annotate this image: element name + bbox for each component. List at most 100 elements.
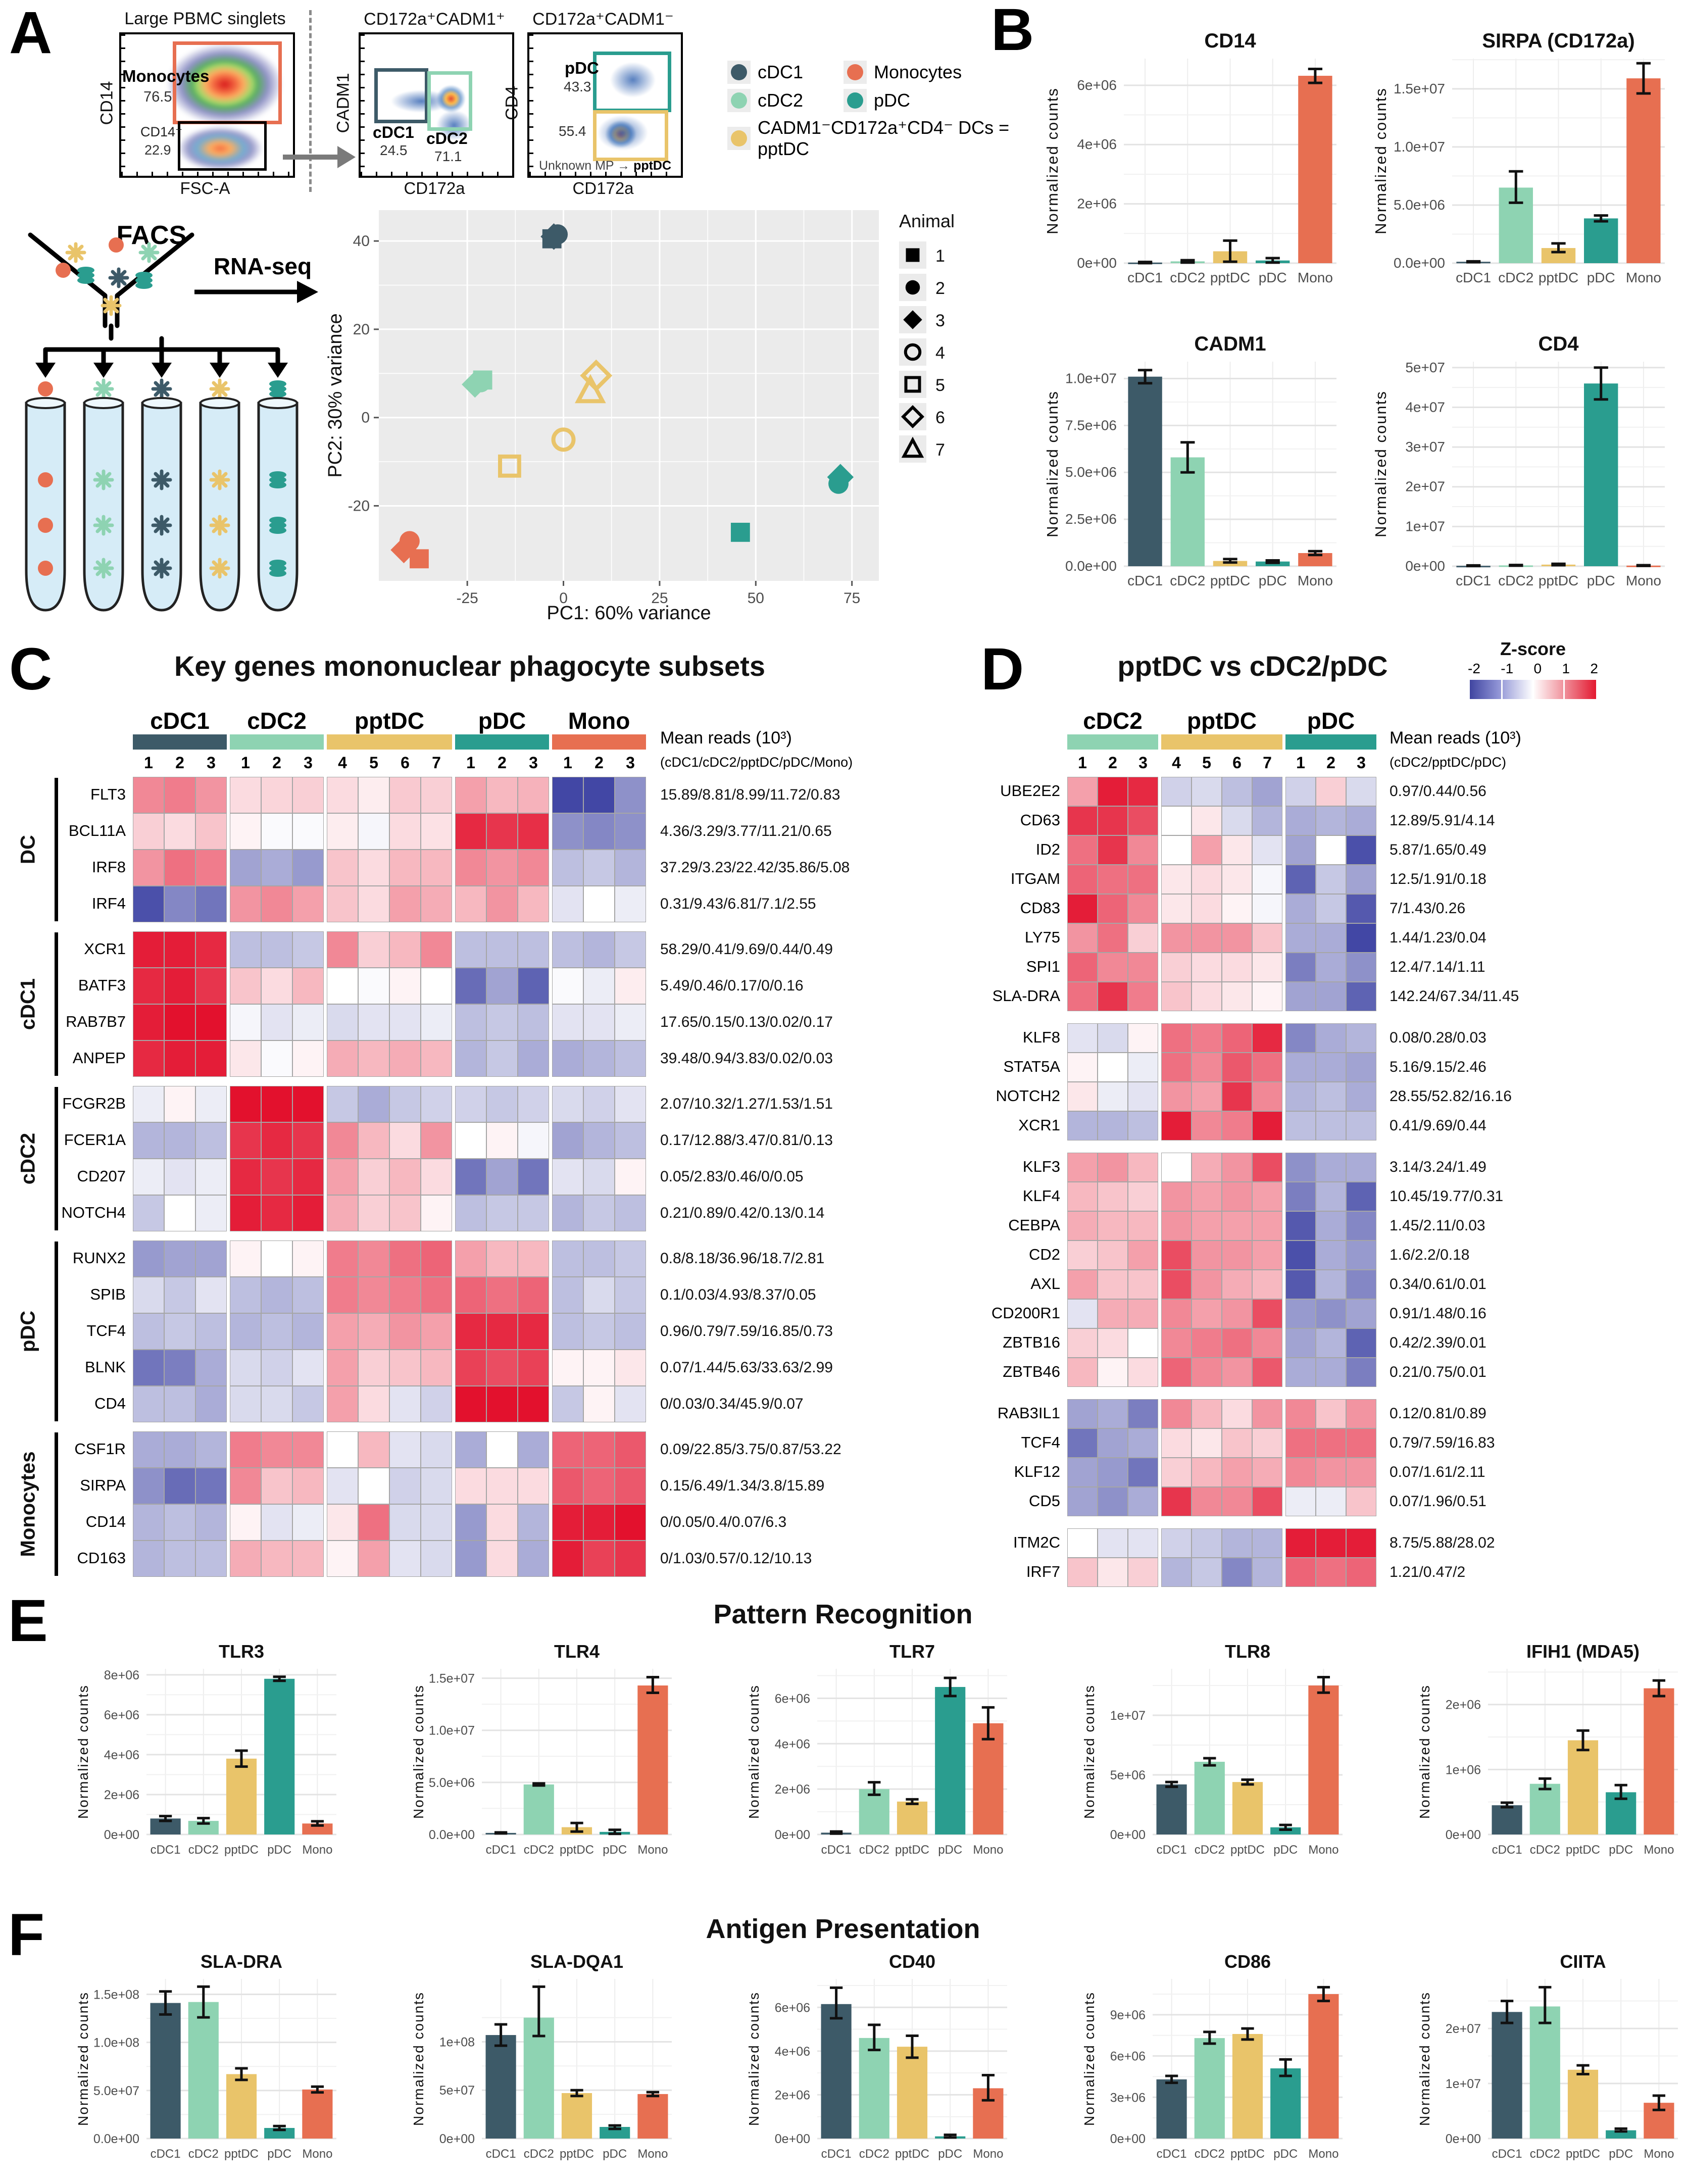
heatmap-cell (583, 931, 615, 968)
chart-title: SLA-DRA (201, 1951, 282, 1972)
point-diamond-open (901, 405, 924, 428)
bar-pDC (1584, 218, 1618, 263)
heatmap-cell (133, 1122, 164, 1159)
x-category-label: cDC2 (1530, 2147, 1560, 2161)
heatmap-cell (552, 1277, 583, 1313)
col-number: 3 (529, 754, 538, 772)
col-number: 3 (1138, 754, 1148, 772)
heatmap-cell (615, 1086, 646, 1122)
heatmap-cell (1128, 894, 1158, 923)
row-group-bar-pDC (55, 1242, 58, 1421)
legend-key (899, 371, 926, 398)
heatmap-cell (1316, 1399, 1346, 1428)
heatmap-cell (455, 1431, 486, 1468)
heatmap-cell (552, 850, 583, 886)
scatter-speck (436, 85, 466, 113)
row-group-bar-DC (55, 778, 58, 921)
heatmap-cell (1285, 1023, 1316, 1053)
zscore-tick: -1 (1501, 661, 1514, 676)
heatmap-cell (1161, 1428, 1192, 1458)
heatmap-cell (389, 1040, 421, 1077)
chart-title: CD14 (1204, 30, 1256, 52)
heatmap-cell (1222, 1458, 1252, 1487)
gene-label-ID2: ID2 (1035, 840, 1060, 858)
heatmap-cell (421, 1350, 452, 1386)
heatmap-cell (389, 1386, 421, 1422)
heatmap-cell (1098, 1082, 1128, 1111)
heatmap-cell (455, 1086, 486, 1122)
row-group-label-cDC2: cDC2 (17, 1132, 39, 1185)
heatmap-cell (1346, 1153, 1376, 1182)
heatmap-cell (164, 1313, 195, 1350)
y-axis-label: Normalized counts (411, 1992, 426, 2126)
heatmap-cell (358, 1004, 389, 1040)
col-number: 7 (432, 754, 441, 772)
density-blob (178, 126, 263, 171)
y-tick-label: 2e+07 (1405, 479, 1445, 494)
heatmap-cell (1067, 894, 1098, 923)
heatmap-cell (261, 1277, 292, 1313)
col-group-bar-pptDC (327, 734, 452, 750)
heatmap-cell (1067, 865, 1098, 894)
pdc-gate-label: pDC (565, 59, 599, 77)
heatmap-cell (1067, 1328, 1098, 1358)
heatmap-cell (1316, 1111, 1346, 1140)
heatmap-cell (1222, 835, 1252, 865)
heatmap-cell (1316, 1211, 1346, 1240)
scatter-speck (610, 62, 656, 97)
heatmap-cell (261, 1504, 292, 1541)
y-tick-label: 9e+06 (1110, 2008, 1146, 2022)
sort-arrowhead (268, 363, 288, 378)
heatmap-cell (518, 813, 549, 850)
gene-label-CD200R1: CD200R1 (991, 1304, 1060, 1322)
heatmap-cell (1192, 1270, 1222, 1299)
heatmap-cell (583, 1004, 615, 1040)
tlr4-bar-chart: 0.0e+00 5.0e+06 1.0e+07 1.5e+07 cDC1 cDC2 pptD… (406, 1641, 679, 1877)
heatmap-cell (1098, 865, 1128, 894)
x-category-label: Mono (302, 2147, 332, 2161)
bar-pptDC (226, 2074, 257, 2139)
heatmap-cell (292, 1086, 324, 1122)
mean-reads-CD83: 7/1.43/0.26 (1390, 900, 1466, 917)
bar-cDC2 (188, 2002, 219, 2139)
chart-title: TLR8 (1225, 1641, 1270, 1662)
col-number: 5 (1202, 754, 1211, 772)
heatmap-cell (615, 850, 646, 886)
heatmap-cell (1285, 1328, 1316, 1358)
heatmap-cell (1346, 1358, 1376, 1387)
y-tick-label: 4e+06 (1077, 136, 1117, 152)
heatmap-cell (1316, 1458, 1346, 1487)
heatmap-cell (358, 1122, 389, 1159)
heatmap-cell (455, 1159, 486, 1195)
ifih1-bar-chart: 0e+00 1e+06 2e+06 cDC1 cDC2 pptDC pDC Mono IFIH1… (1412, 1641, 1685, 1877)
mean-reads-subheading: (cDC1/cDC2/pptDC/pDC/Mono) (660, 755, 853, 770)
col-number: 1 (241, 754, 250, 772)
heatmap-cell (1128, 1528, 1158, 1558)
heatmap-cell (486, 1004, 518, 1040)
panel-c: C Key genes mononuclear phagocyte subset… (0, 631, 950, 1591)
heatmap-cell (518, 1313, 549, 1350)
heatmap-cell (389, 1159, 421, 1195)
mean-reads-ID2: 5.87/1.65/0.49 (1390, 841, 1486, 858)
heatmap-cell (164, 1086, 195, 1122)
heatmap-cell (1128, 1270, 1158, 1299)
mean-reads-NOTCH4: 0.21/0.89/0.42/0.13/0.14 (660, 1205, 825, 1221)
heatmap-cell (1128, 777, 1158, 806)
facs-plot-pbmc-ylabel: CD14 (97, 81, 117, 125)
heatmap-cell (552, 1431, 583, 1468)
gene-label-CD5: CD5 (1028, 1492, 1060, 1510)
b_cadm1-plot: 0.0e+00 2.5e+06 5.0e+06 7.5e+06 1.0e+07 cDC1 c… (1044, 333, 1336, 588)
facs-plot-cadm1neg-frame: pDC 43.3 55.4 Unknown MP → pptDC (527, 32, 683, 178)
heatmap-cell (1161, 923, 1192, 953)
x-category-label: cDC2 (524, 1843, 554, 1857)
heatmap-cell (327, 1195, 358, 1231)
panel-a-label: A (9, 0, 53, 66)
heatmap-cell (164, 813, 195, 850)
col-number: 2 (175, 754, 184, 772)
y-tick-label: 6e+06 (1077, 77, 1117, 93)
heatmap-cell (261, 931, 292, 968)
y-tick-label: 2e+07 (1446, 2022, 1481, 2036)
col-group-label-pDC: pDC (1307, 708, 1355, 734)
heatmap-cell (1252, 1558, 1282, 1587)
